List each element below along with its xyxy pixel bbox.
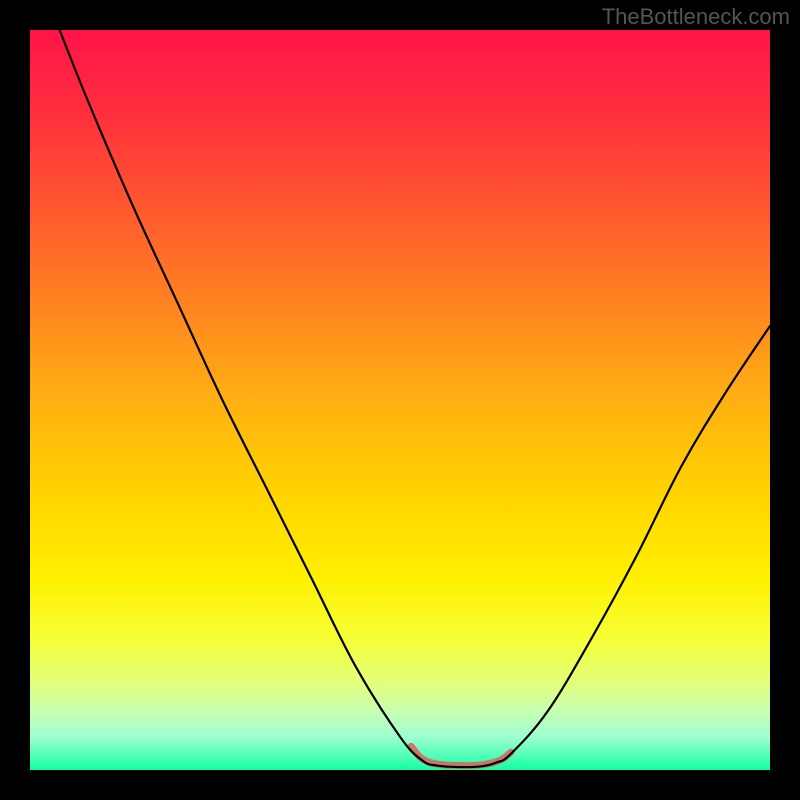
gradient-plot-area: [30, 30, 770, 770]
bottleneck-chart: [0, 0, 800, 800]
chart-container: TheBottleneck.com: [0, 0, 800, 800]
watermark-text: TheBottleneck.com: [602, 4, 790, 30]
